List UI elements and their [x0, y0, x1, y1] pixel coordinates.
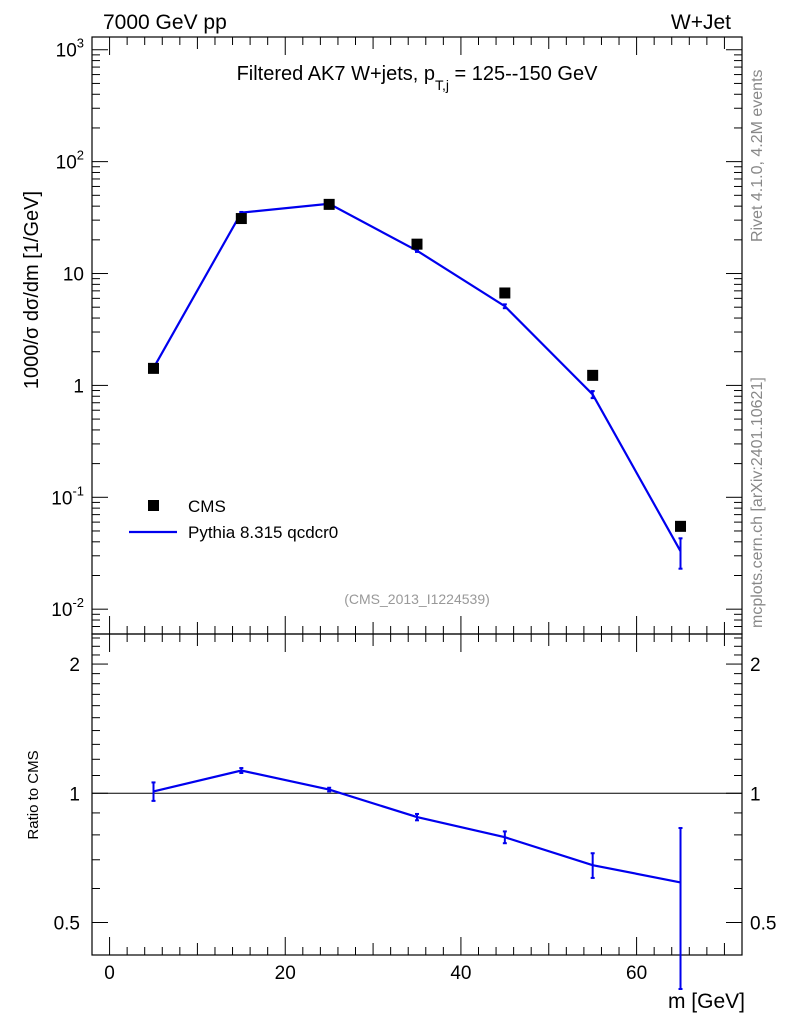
ratio-y-tick-label-right: 2: [750, 655, 761, 676]
legend-label-pythia: Pythia 8.315 qcdcr0: [188, 523, 338, 542]
main-y-tick-base: 10: [63, 265, 84, 286]
ratio-plot-frame: [91, 633, 743, 956]
main-y-tick-label: 1: [73, 376, 84, 397]
header-left: 7000 GeV pp: [103, 11, 227, 34]
cms-data-point: [235, 213, 247, 225]
x-tick-label: 40: [450, 963, 471, 984]
main-y-tick-label: 10-2: [51, 595, 84, 621]
ratio-pythia-line: [153, 769, 681, 884]
pythia-line: [152, 202, 682, 552]
cms-data-point: [675, 520, 687, 532]
cms-data-point: [499, 287, 511, 299]
main-y-tick-label: 103: [56, 36, 84, 62]
cms-data-point: [147, 362, 159, 374]
ratio-y-tick-label-right: 0.5: [750, 913, 776, 934]
main-y-tick-label: 10: [63, 265, 84, 286]
main-series-layer: [147, 198, 687, 570]
plot-title-rest: = 125--150 GeV: [449, 63, 598, 85]
main-y-tick-exponent: 2: [77, 148, 84, 163]
ratio-y-tick-label: 0.5: [54, 913, 80, 934]
legend-label-cms: CMS: [188, 497, 226, 516]
ratio-y-tick-label: 1: [69, 784, 80, 805]
main-y-tick-exponent: 3: [77, 36, 84, 51]
rivet-label: Rivet 4.1.0, 4.2M events: [749, 69, 766, 242]
x-tick-label: 20: [275, 963, 296, 984]
header-right: W+Jet: [671, 11, 731, 34]
legend: CMS Pythia 8.315 qcdcr0: [129, 497, 338, 542]
main-y-tick-base: 1: [73, 376, 84, 397]
ratio-y-tick-label: 2: [69, 655, 80, 676]
main-y-tick-exponent: -1: [72, 483, 84, 498]
ratio-y-ticks: 0.5 0.5 1 1 2 2: [54, 637, 776, 934]
plot-title-main: Filtered AK7 W+jets, p: [237, 63, 435, 85]
legend-marker-cms: [148, 500, 159, 511]
plot-title-sub: T,j: [435, 77, 449, 93]
main-y-tick-exponent: -2: [72, 595, 84, 610]
plot-title: Filtered AK7 W+jets, pT,j = 125--150 GeV: [237, 63, 599, 93]
main-y-tick-base: 10: [51, 488, 72, 509]
cms-data-point: [587, 369, 599, 381]
x-tick-label: 0: [104, 963, 115, 984]
main-plot-frame: [91, 36, 743, 635]
main-y-tick-base: 10: [51, 600, 72, 621]
ratio-y-tick-label-right: 1: [750, 784, 761, 805]
mcplots-label: mcplots.cern.ch [arXiv:2401.10621]: [749, 377, 766, 628]
ratio-y-axis-label: Ratio to CMS: [25, 750, 42, 839]
ratio-series-layer: [151, 767, 683, 990]
x-axis-label: m [GeV]: [668, 990, 745, 1013]
x-tick-label: 60: [626, 963, 647, 984]
x-ticks: 0 20 40 60: [104, 37, 725, 984]
analysis-watermark: (CMS_2013_I1224539): [344, 591, 490, 607]
main-y-tick-label: 10-1: [51, 483, 84, 509]
main-y-tick-base: 10: [56, 153, 77, 174]
main-y-axis-label: 1000/σ dσ/dm [1/GeV]: [21, 191, 43, 389]
cms-data-point: [411, 238, 423, 250]
cms-data-point: [323, 198, 335, 210]
main-y-tick-base: 10: [56, 41, 77, 62]
main-y-tick-label: 102: [56, 148, 84, 174]
